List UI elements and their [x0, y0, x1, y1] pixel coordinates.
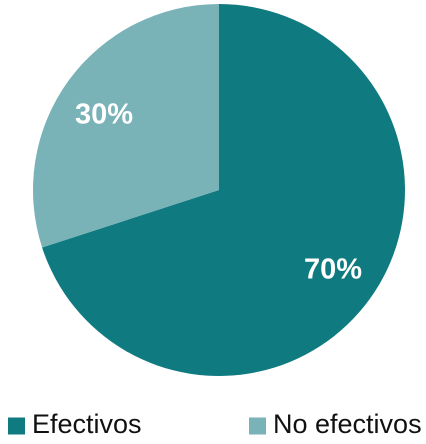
slices-layer: [32, 4, 406, 376]
slice-labels-layer: 70% 30%: [75, 99, 362, 286]
legend-label: No efectivos: [273, 409, 422, 439]
legend-label: Efectivos: [32, 409, 142, 439]
slice-value-label: 30%: [75, 99, 133, 131]
legend-item: No efectivos: [249, 409, 422, 439]
legend: Efectivos No efectivos: [8, 409, 422, 439]
slice-value-label: 70%: [304, 254, 362, 286]
pie-slice-no-efectivos: [32, 4, 220, 248]
legend-item: Efectivos: [8, 409, 142, 439]
pie-slice-efectivos: [42, 4, 406, 376]
legend-swatch: [8, 417, 25, 435]
legend-swatch: [249, 417, 266, 435]
